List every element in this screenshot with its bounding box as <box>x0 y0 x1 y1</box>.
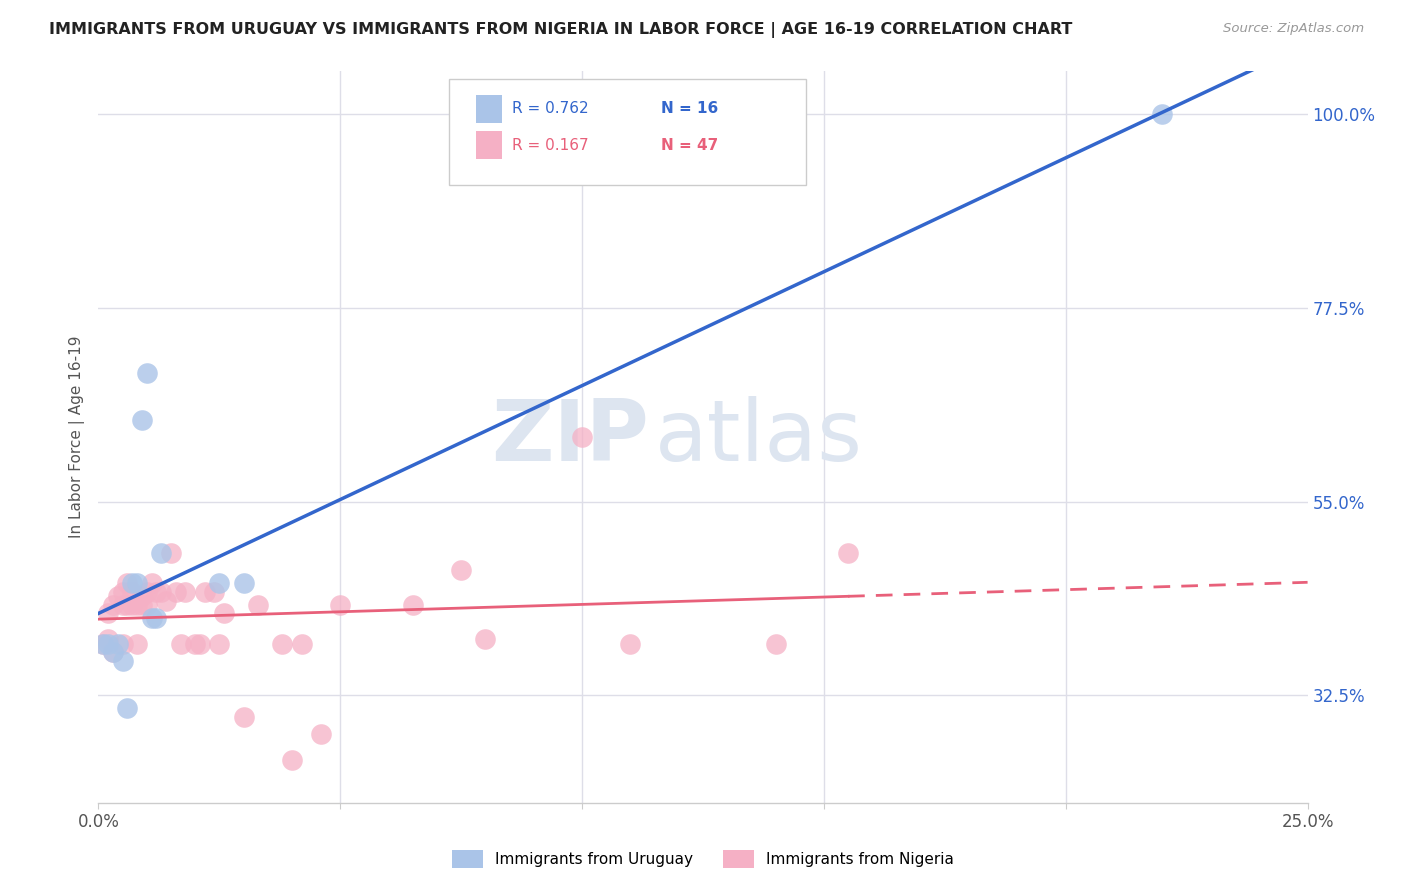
Point <box>101 598 124 612</box>
Text: R = 0.762: R = 0.762 <box>512 101 589 116</box>
Point <box>194 585 217 599</box>
Point <box>290 637 312 651</box>
Point <box>111 598 134 612</box>
Point <box>184 637 207 651</box>
Point <box>150 585 173 599</box>
Point <box>127 576 149 591</box>
Text: ZIP: ZIP <box>491 395 648 479</box>
Point <box>208 576 231 591</box>
Point <box>127 598 149 612</box>
Text: IMMIGRANTS FROM URUGUAY VS IMMIGRANTS FROM NIGERIA IN LABOR FORCE | AGE 16-19 CO: IMMIGRANTS FROM URUGUAY VS IMMIGRANTS FR… <box>49 22 1073 38</box>
Point <box>145 585 167 599</box>
Point <box>97 632 120 647</box>
Text: atlas: atlas <box>655 395 863 479</box>
Point <box>117 576 139 591</box>
Point <box>131 589 153 603</box>
Point <box>135 598 157 612</box>
Point <box>121 598 143 612</box>
Point <box>1152 107 1174 121</box>
Point <box>232 710 254 724</box>
Text: N = 47: N = 47 <box>661 137 718 153</box>
Point <box>450 564 472 578</box>
Point <box>111 585 134 599</box>
Point <box>131 413 153 427</box>
Point <box>117 598 139 612</box>
Point <box>91 637 114 651</box>
Text: Source: ZipAtlas.com: Source: ZipAtlas.com <box>1223 22 1364 36</box>
Point <box>169 637 191 651</box>
Point <box>117 701 139 715</box>
Point <box>155 593 177 607</box>
Text: N = 16: N = 16 <box>661 101 718 116</box>
Bar <box>475 131 502 159</box>
Point <box>160 546 183 560</box>
Point <box>165 585 187 599</box>
Point <box>141 611 163 625</box>
Point <box>121 585 143 599</box>
Point <box>97 637 120 651</box>
Point <box>174 585 197 599</box>
Point <box>101 645 124 659</box>
Point <box>247 598 270 612</box>
Point <box>765 637 787 651</box>
Point <box>97 607 120 621</box>
Legend: Immigrants from Uruguay, Immigrants from Nigeria: Immigrants from Uruguay, Immigrants from… <box>451 850 955 868</box>
Point <box>271 637 294 651</box>
Point <box>232 576 254 591</box>
Point <box>204 585 226 599</box>
Point <box>474 632 496 647</box>
Point <box>107 637 129 651</box>
Point <box>145 611 167 625</box>
Point <box>208 637 231 651</box>
Point <box>135 585 157 599</box>
Point <box>309 727 332 741</box>
Point <box>135 366 157 380</box>
Point <box>127 637 149 651</box>
Point <box>837 546 859 560</box>
FancyBboxPatch shape <box>449 78 806 185</box>
Point <box>402 598 425 612</box>
Point <box>212 607 235 621</box>
Point <box>101 645 124 659</box>
Point <box>141 576 163 591</box>
Point <box>150 546 173 560</box>
Bar <box>475 95 502 122</box>
Point <box>188 637 211 651</box>
Text: R = 0.167: R = 0.167 <box>512 137 589 153</box>
Y-axis label: In Labor Force | Age 16-19: In Labor Force | Age 16-19 <box>69 335 84 539</box>
Point <box>571 430 593 444</box>
Point <box>281 753 304 767</box>
Point <box>111 637 134 651</box>
Point <box>131 598 153 612</box>
Point <box>329 598 352 612</box>
Point <box>121 576 143 591</box>
Point <box>619 637 641 651</box>
Point <box>91 637 114 651</box>
Point <box>111 654 134 668</box>
Point <box>107 589 129 603</box>
